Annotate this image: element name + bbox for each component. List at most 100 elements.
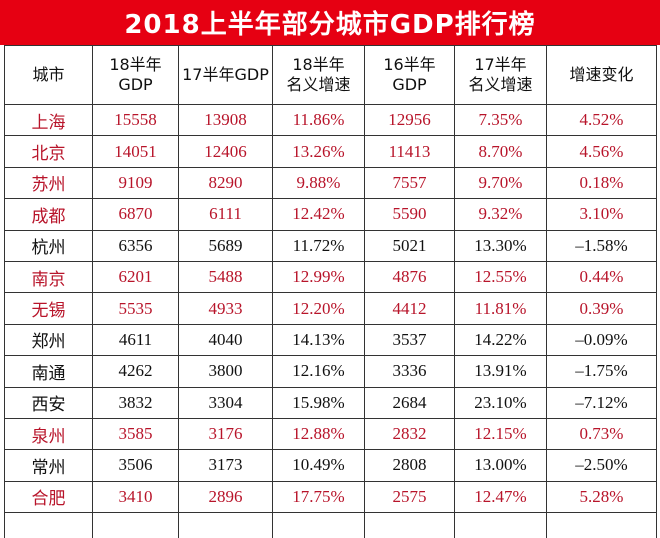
table-row: 西安 3832 3304 15.98% 2684 23.10% –7.12% [4, 386, 657, 419]
col-header-growth17: 17半年 名义增速 [454, 45, 547, 105]
cell-gdp16: 2832 [364, 417, 455, 451]
table-row: 常州 3506 3173 10.49% 2808 13.00% –2.50% [4, 449, 657, 482]
table-row: 南京 6201 5488 12.99% 4876 12.55% 0.44% [4, 260, 657, 294]
cell-partial [454, 512, 547, 538]
col-header-gdp17: 17半年GDP [178, 45, 273, 105]
cell-growth18: 17.75% [272, 480, 365, 514]
table-row: 成都 6870 6111 12.42% 5590 9.32% 3.10% [4, 198, 657, 231]
cell-gdp16: 12956 [364, 103, 455, 137]
cell-growth17: 13.91% [454, 355, 547, 388]
cell-growth18: 15.98% [272, 386, 365, 419]
cell-change: –1.75% [546, 355, 657, 388]
col-header-growth18: 18半年 名义增速 [272, 45, 365, 105]
cell-growth17: 9.70% [454, 166, 547, 200]
cell-change: 0.39% [546, 292, 657, 325]
cell-gdp16: 3336 [364, 355, 455, 388]
cell-gdp18: 4262 [92, 355, 179, 388]
cell-growth17: 13.30% [454, 229, 547, 262]
col-header-gdp18: 18半年 GDP [92, 45, 179, 105]
col-header-gdp18-line1: 18半年 [109, 55, 162, 74]
cell-change: 0.73% [546, 417, 657, 451]
cell-growth18: 12.42% [272, 198, 365, 231]
cell-growth17: 11.81% [454, 292, 547, 325]
cell-gdp18: 3410 [92, 480, 179, 514]
cell-gdp18: 5535 [92, 292, 179, 325]
cell-growth18: 11.72% [272, 229, 365, 262]
cell-change: 5.28% [546, 480, 657, 514]
cell-gdp16: 11413 [364, 135, 455, 168]
cell-city: 北京 [4, 135, 93, 168]
col-header-growth17-line1: 17半年 [474, 55, 527, 74]
cell-gdp17: 5689 [178, 229, 273, 262]
cell-change: 4.56% [546, 135, 657, 168]
cell-gdp18: 3832 [92, 386, 179, 419]
cell-gdp16: 2684 [364, 386, 455, 419]
table-row: 苏州 9109 8290 9.88% 7557 9.70% 0.18% [4, 166, 657, 200]
cell-gdp17: 6111 [178, 198, 273, 231]
cell-city: 泉州 [4, 417, 93, 451]
cell-gdp17: 4040 [178, 323, 273, 357]
cell-gdp16: 2808 [364, 449, 455, 482]
cell-growth17: 8.70% [454, 135, 547, 168]
cell-growth18: 12.88% [272, 417, 365, 451]
table-row: 泉州 3585 3176 12.88% 2832 12.15% 0.73% [4, 417, 657, 451]
cell-growth18: 11.86% [272, 103, 365, 137]
col-header-change-line1: 增速变化 [569, 65, 634, 84]
cell-city: 南京 [4, 260, 93, 294]
cell-growth17: 12.47% [454, 480, 547, 514]
page-title: 2018上半年部分城市GDP排行榜 [0, 0, 660, 45]
cell-gdp16: 5590 [364, 198, 455, 231]
col-header-city: 城市 [4, 45, 93, 105]
table-row: 无锡 5535 4933 12.20% 4412 11.81% 0.39% [4, 292, 657, 325]
cell-partial [178, 512, 273, 538]
cell-change: 0.18% [546, 166, 657, 200]
col-header-growth17-line2: 名义增速 [468, 75, 533, 94]
col-header-gdp16: 16半年 GDP [364, 45, 455, 105]
cell-city: 成都 [4, 198, 93, 231]
cell-growth18: 14.13% [272, 323, 365, 357]
table-row: 杭州 6356 5689 11.72% 5021 13.30% –1.58% [4, 229, 657, 262]
cell-gdp17: 3176 [178, 417, 273, 451]
cell-gdp16: 2575 [364, 480, 455, 514]
col-header-gdp18-line2: GDP [118, 75, 153, 94]
table-body: 上海 15558 13908 11.86% 12956 7.35% 4.52% 北京 14051… [4, 103, 657, 538]
cell-growth17: 14.22% [454, 323, 547, 357]
cell-gdp18: 14051 [92, 135, 179, 168]
col-header-gdp16-line2: GDP [392, 75, 427, 94]
cell-gdp18: 15558 [92, 103, 179, 137]
cell-gdp17: 12406 [178, 135, 273, 168]
col-header-gdp16-line1: 16半年 [383, 55, 436, 74]
cell-partial [92, 512, 179, 538]
table-row: 南通 4262 3800 12.16% 3336 13.91% –1.75% [4, 355, 657, 388]
cell-growth18: 13.26% [272, 135, 365, 168]
cell-gdp16: 5021 [364, 229, 455, 262]
cell-gdp17: 5488 [178, 260, 273, 294]
cell-growth17: 12.15% [454, 417, 547, 451]
cell-city: 郑州 [4, 323, 93, 357]
cell-growth18: 9.88% [272, 166, 365, 200]
col-header-growth18-line1: 18半年 [292, 55, 345, 74]
table-row: 郑州 4611 4040 14.13% 3537 14.22% –0.09% [4, 323, 657, 357]
cell-partial [4, 512, 93, 538]
cell-growth17: 7.35% [454, 103, 547, 137]
cell-partial [364, 512, 455, 538]
cell-city: 西安 [4, 386, 93, 419]
cell-gdp16: 4412 [364, 292, 455, 325]
cell-gdp17: 2896 [178, 480, 273, 514]
cell-gdp18: 9109 [92, 166, 179, 200]
table-row-partial [4, 512, 657, 538]
cell-city: 无锡 [4, 292, 93, 325]
cell-gdp17: 13908 [178, 103, 273, 137]
table-row: 上海 15558 13908 11.86% 12956 7.35% 4.52% [4, 103, 657, 137]
col-header-city-line1: 城市 [32, 65, 65, 84]
cell-change: –0.09% [546, 323, 657, 357]
cell-change: 3.10% [546, 198, 657, 231]
cell-partial [546, 512, 657, 538]
cell-gdp18: 6356 [92, 229, 179, 262]
cell-gdp18: 3506 [92, 449, 179, 482]
table-row: 北京 14051 12406 13.26% 11413 8.70% 4.56% [4, 135, 657, 168]
gdp-table: 城市 18半年 GDP 17半年GDP 18半年 名义增速 16半年 GDP 17半年… [4, 45, 657, 538]
table-row: 合肥 3410 2896 17.75% 2575 12.47% 5.28% [4, 480, 657, 514]
cell-city: 杭州 [4, 229, 93, 262]
cell-gdp16: 7557 [364, 166, 455, 200]
